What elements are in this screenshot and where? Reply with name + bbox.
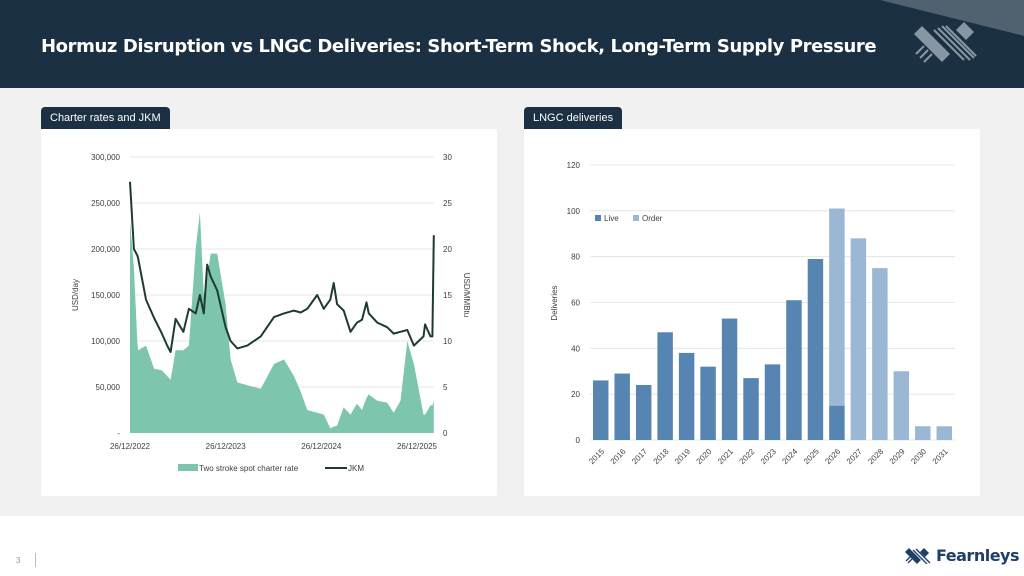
y-tick-label: 50,000 <box>96 383 121 392</box>
y-tick-label: - <box>117 429 120 438</box>
y-tick-label: 60 <box>571 299 580 308</box>
header-bar: Hormuz Disruption vs LNGC Deliveries: Sh… <box>0 0 1024 88</box>
y2-tick-label: 0 <box>443 429 448 438</box>
charter-jkm-tab: Charter rates and JKM <box>41 107 170 129</box>
x-tick-label: 2026 <box>823 447 842 466</box>
fearnleys-logo-icon <box>914 22 977 63</box>
legend-label-order: Order <box>642 214 663 223</box>
x-tick-label: 26/12/2022 <box>110 442 151 451</box>
y2-tick-label: 30 <box>443 153 452 162</box>
x-tick-label: 2023 <box>759 447 778 466</box>
bar-live-2026 <box>829 405 845 440</box>
y-tick-label: 120 <box>567 161 581 170</box>
y-tick-label: 150,000 <box>91 291 120 300</box>
x-tick-label: 2018 <box>652 447 671 466</box>
y-axis-title: USD/day <box>71 279 80 311</box>
x-tick-label: 2017 <box>630 447 649 466</box>
y2-tick-label: 20 <box>443 245 452 254</box>
y-axis-title: Deliveries <box>550 285 559 320</box>
bar-order-2031 <box>936 426 952 440</box>
x-tick-label: 2016 <box>609 447 628 466</box>
page-number: 3 <box>16 556 21 565</box>
y2-tick-label: 15 <box>443 291 452 300</box>
legend-label-jkm: JKM <box>348 464 364 473</box>
x-tick-label: 26/12/2023 <box>206 442 247 451</box>
x-tick-label: 2022 <box>737 447 756 466</box>
x-tick-label: 26/12/2024 <box>301 442 342 451</box>
x-tick-label: 26/12/2025 <box>397 442 438 451</box>
y-tick-label: 0 <box>576 436 581 445</box>
legend-swatch-order <box>633 215 639 221</box>
bar-order-2027 <box>850 238 867 440</box>
y-tick-label: 20 <box>571 390 580 399</box>
y-tick-label: 100,000 <box>91 337 120 346</box>
y-tick-label: 200,000 <box>91 245 120 254</box>
x-tick-label: 2030 <box>909 447 928 466</box>
legend-swatch-live <box>595 215 601 221</box>
bar-live-2024 <box>786 300 802 440</box>
bar-live-2016 <box>614 373 630 440</box>
lngc-deliveries-card: 0 20 40 60 80 100 120 2015 2016 2017 2018 2019 2020 2… <box>524 129 980 496</box>
y-tick-label: 40 <box>571 344 580 353</box>
page-title: Hormuz Disruption vs LNGC Deliveries: Sh… <box>41 36 877 57</box>
footer-divider <box>35 553 36 567</box>
bar-order-2029 <box>893 371 910 440</box>
y-tick-label: 100 <box>567 207 581 216</box>
brand-name: Fearnleys <box>936 546 1020 565</box>
charter-rate-area <box>130 212 434 433</box>
legend-swatch-charter <box>178 464 198 471</box>
bar-order-2028 <box>872 268 888 440</box>
bar-live-2019 <box>678 352 695 440</box>
bar-live-2023 <box>764 364 781 440</box>
x-tick-label: 2027 <box>845 447 864 466</box>
jkm-line <box>129 181 435 353</box>
bar-live-2022 <box>743 378 759 440</box>
legend-label-live: Live <box>604 214 619 223</box>
x-tick-label: 2015 <box>587 447 606 466</box>
bar-order-2026 <box>829 208 845 406</box>
x-tick-label: 2019 <box>673 447 692 466</box>
charter-jkm-chart: - 0 50,000 5 100,000 10 150,000 15 200,000 20 250,… <box>71 153 471 473</box>
x-tick-label: 2025 <box>802 447 821 466</box>
x-tick-label: 2024 <box>780 447 799 466</box>
bar-live-2015 <box>593 380 609 440</box>
brand-mark-icon <box>905 547 931 564</box>
y2-tick-label: 25 <box>443 199 452 208</box>
charter-jkm-card: - 0 50,000 5 100,000 10 150,000 15 200,000 20 250,… <box>41 129 497 496</box>
legend-label-charter: Two stroke spot charter rate <box>199 464 299 473</box>
lngc-deliveries-tab: LNGC deliveries <box>524 107 623 129</box>
bar-live-2025 <box>807 258 824 440</box>
y-tick-label: 80 <box>571 253 580 262</box>
x-tick-label: 2029 <box>888 447 907 466</box>
x-tick-label: 2031 <box>931 447 950 466</box>
y2-tick-label: 5 <box>443 383 448 392</box>
bar-live-2017 <box>635 385 652 440</box>
bar-live-2021 <box>721 318 738 440</box>
bar-live-2018 <box>657 332 673 440</box>
bar-order-2030 <box>915 426 931 440</box>
y2-axis-title: USD/MMBtu <box>462 273 471 317</box>
x-tick-label: 2021 <box>716 447 735 466</box>
y-tick-label: 250,000 <box>91 199 120 208</box>
y-tick-label: 300,000 <box>91 153 120 162</box>
y2-tick-label: 10 <box>443 337 452 346</box>
brand-logo: Fearnleys <box>905 546 1020 565</box>
bar-live-2020 <box>700 366 716 440</box>
x-tick-label: 2020 <box>695 447 714 466</box>
x-tick-label: 2028 <box>866 447 885 466</box>
